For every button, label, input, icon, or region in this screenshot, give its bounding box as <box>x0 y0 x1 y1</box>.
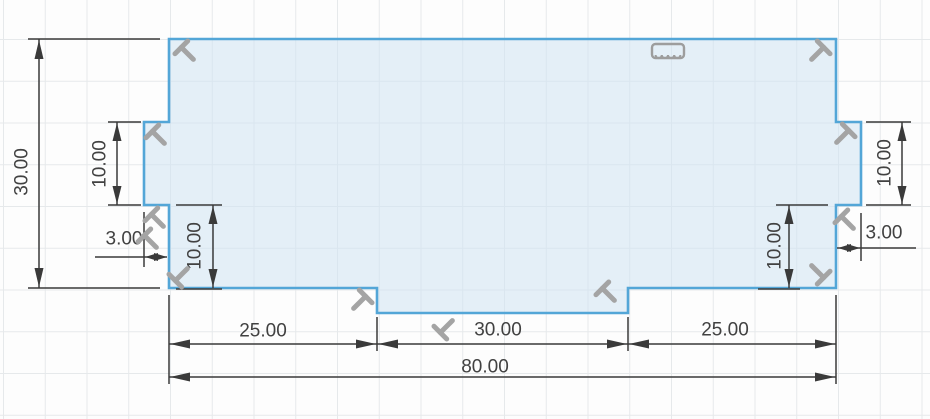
arrowhead <box>154 253 167 261</box>
arrowhead <box>356 339 376 349</box>
arrowhead <box>34 40 44 59</box>
arrowhead <box>784 269 794 287</box>
dimension-label[interactable]: 25.00 <box>239 321 287 342</box>
arrowhead <box>815 339 835 349</box>
dimension-label[interactable]: 3.00 <box>866 223 903 244</box>
perpendicular-constraint-icon[interactable] <box>805 259 833 287</box>
perpendicular-constraint-icon[interactable] <box>830 121 858 149</box>
dimension-label[interactable]: 10.00 <box>185 222 206 270</box>
dimension-label[interactable]: 30.00 <box>12 148 33 196</box>
dimension-left-bottom-height[interactable]: 10.00 <box>176 204 222 290</box>
dimension-label[interactable]: 3.00 <box>106 229 143 250</box>
dimension-bottom-center-width[interactable]: 30.00 <box>377 320 628 349</box>
dimension-right-tab-depth[interactable]: 3.00 <box>837 213 916 261</box>
dimension-label[interactable]: 25.00 <box>701 320 749 341</box>
perpendicular-constraint-icon[interactable] <box>347 287 375 315</box>
sketch-profile[interactable] <box>142 37 863 315</box>
arrowhead <box>112 186 122 204</box>
arrowhead <box>208 269 218 287</box>
arrowhead <box>170 339 190 349</box>
dimension-bottom-left-width[interactable]: 25.00 <box>169 321 377 349</box>
arrowhead <box>112 123 122 141</box>
perpendicular-constraint-icon[interactable] <box>166 262 194 290</box>
dimension-left-tab-height[interactable]: 10.00 <box>90 121 142 206</box>
perpendicular-constraint-icon[interactable] <box>135 226 163 254</box>
dimension-label[interactable]: 30.00 <box>474 320 522 341</box>
perpendicular-constraint-icon[interactable] <box>805 38 833 66</box>
dimension-bottom-right-width[interactable]: 25.00 <box>628 320 836 349</box>
constraint-icons <box>135 38 860 342</box>
arrowhead <box>170 372 190 382</box>
dimension-label[interactable]: 10.00 <box>875 139 896 187</box>
bottom-extension-lines <box>168 295 837 384</box>
arrowhead <box>34 268 44 287</box>
dimension-right-bottom-height[interactable]: 10.00 <box>758 204 828 290</box>
arrowhead <box>378 339 398 349</box>
dimension-label[interactable]: 10.00 <box>90 140 111 188</box>
arrowhead <box>629 339 649 349</box>
dimension-label[interactable]: 10.00 <box>765 222 786 270</box>
comb-icon[interactable] <box>650 42 686 60</box>
arrowhead <box>897 123 907 141</box>
perpendicular-constraint-icon[interactable] <box>832 207 860 235</box>
dimension-label[interactable]: 80.00 <box>461 357 509 378</box>
arrowhead <box>815 372 835 382</box>
perpendicular-constraint-icon[interactable] <box>172 38 200 66</box>
arrowhead <box>208 206 218 224</box>
arrowhead <box>607 339 627 349</box>
perpendicular-constraint-icon[interactable] <box>142 205 170 233</box>
dimension-overall-height[interactable]: 30.00 <box>12 38 161 289</box>
perpendicular-constraint-icon[interactable] <box>431 314 459 342</box>
arrowhead <box>897 186 907 204</box>
perpendicular-constraint-icon[interactable] <box>593 279 621 307</box>
arrowhead <box>847 244 860 252</box>
dimension-right-tab-height[interactable]: 10.00 <box>866 121 911 206</box>
perpendicular-constraint-icon[interactable] <box>143 122 171 150</box>
arrowhead <box>784 206 794 224</box>
dimension-overall-width[interactable]: 80.00 <box>169 357 836 382</box>
